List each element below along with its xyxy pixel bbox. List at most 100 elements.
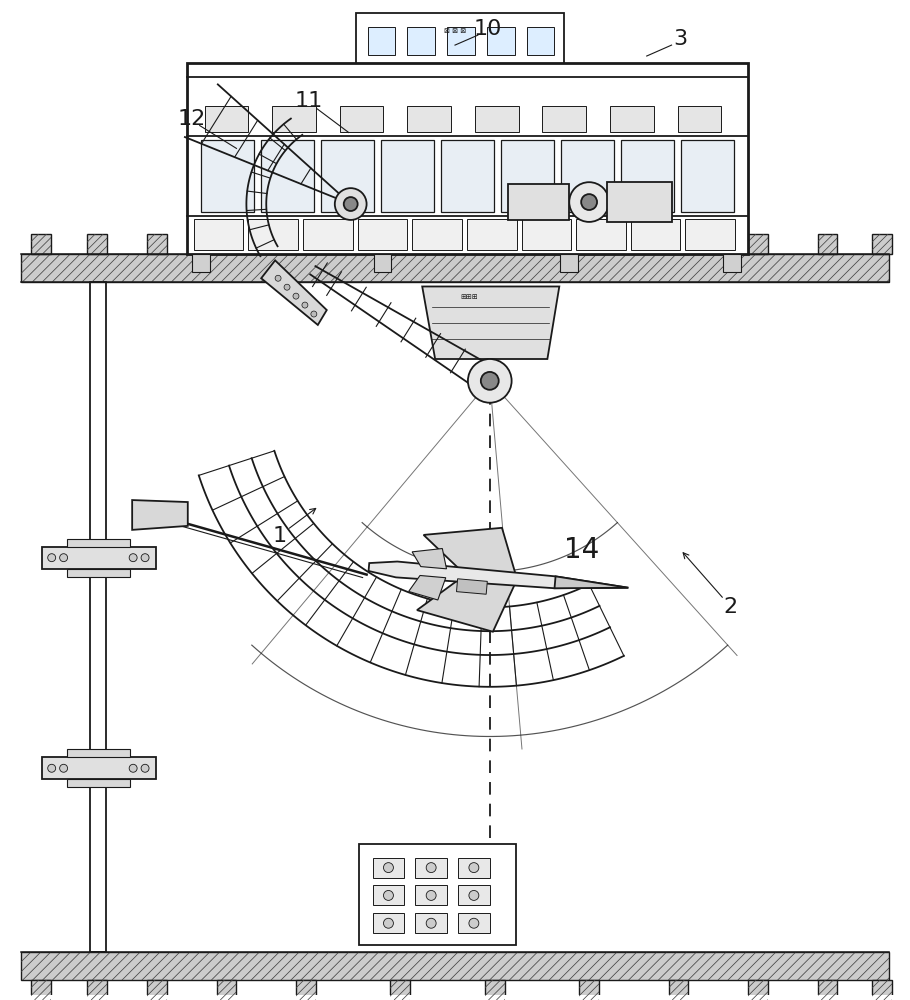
- Bar: [415, 885, 447, 905]
- Circle shape: [129, 764, 137, 772]
- Bar: [542, 106, 586, 132]
- Bar: [485, 980, 505, 1000]
- Bar: [372, 858, 404, 878]
- Bar: [303, 219, 353, 250]
- Bar: [87, 980, 107, 1000]
- Circle shape: [275, 275, 281, 281]
- Bar: [356, 13, 564, 63]
- Bar: [475, 106, 519, 132]
- Circle shape: [284, 284, 290, 290]
- Bar: [447, 27, 475, 55]
- Circle shape: [469, 918, 479, 928]
- Bar: [579, 980, 599, 1000]
- Bar: [217, 980, 237, 1000]
- Bar: [408, 106, 451, 132]
- Bar: [501, 140, 554, 212]
- Bar: [408, 27, 435, 55]
- Bar: [192, 254, 209, 272]
- Bar: [817, 980, 837, 1000]
- Polygon shape: [422, 286, 560, 359]
- Bar: [390, 980, 410, 1000]
- Circle shape: [480, 372, 499, 390]
- Bar: [579, 234, 599, 254]
- Circle shape: [469, 863, 479, 873]
- Bar: [681, 140, 734, 212]
- Polygon shape: [369, 562, 628, 588]
- Circle shape: [141, 554, 149, 562]
- Bar: [872, 980, 892, 1000]
- Bar: [748, 980, 768, 1000]
- Bar: [458, 858, 490, 878]
- Polygon shape: [409, 575, 446, 600]
- Bar: [817, 234, 837, 254]
- Bar: [415, 858, 447, 878]
- Bar: [66, 539, 130, 547]
- Bar: [390, 234, 410, 254]
- Circle shape: [581, 194, 597, 210]
- Bar: [31, 234, 51, 254]
- Bar: [508, 184, 570, 220]
- Bar: [487, 27, 514, 55]
- Bar: [521, 219, 571, 250]
- Bar: [66, 569, 130, 577]
- Bar: [872, 234, 892, 254]
- Bar: [485, 234, 505, 254]
- Text: 12: 12: [177, 109, 206, 129]
- Bar: [42, 757, 156, 779]
- Circle shape: [344, 197, 358, 211]
- Bar: [147, 980, 167, 1000]
- Bar: [631, 219, 681, 250]
- Bar: [685, 219, 735, 250]
- Circle shape: [60, 554, 67, 562]
- Polygon shape: [132, 500, 187, 530]
- Circle shape: [469, 890, 479, 900]
- Bar: [296, 234, 316, 254]
- Polygon shape: [417, 579, 515, 632]
- Bar: [205, 106, 248, 132]
- Bar: [321, 140, 374, 212]
- Bar: [339, 106, 383, 132]
- Bar: [42, 547, 156, 569]
- Bar: [723, 254, 741, 272]
- Bar: [21, 254, 889, 282]
- Bar: [372, 885, 404, 905]
- Bar: [467, 219, 517, 250]
- Text: 14: 14: [563, 536, 599, 564]
- Bar: [358, 219, 408, 250]
- Bar: [610, 106, 653, 132]
- Polygon shape: [261, 260, 327, 325]
- Bar: [669, 980, 689, 1000]
- Bar: [217, 234, 237, 254]
- Text: ⊠ ⊠ ⊠: ⊠ ⊠ ⊠: [444, 28, 466, 34]
- Circle shape: [383, 863, 393, 873]
- Bar: [296, 980, 316, 1000]
- Circle shape: [141, 764, 149, 772]
- Polygon shape: [554, 576, 628, 588]
- Polygon shape: [423, 528, 516, 575]
- Bar: [412, 219, 462, 250]
- Text: 10: 10: [473, 19, 502, 39]
- Bar: [66, 749, 130, 757]
- Bar: [368, 27, 396, 55]
- Bar: [187, 63, 748, 254]
- Bar: [607, 182, 672, 222]
- Bar: [359, 844, 516, 945]
- Bar: [261, 140, 314, 212]
- Circle shape: [60, 764, 67, 772]
- Circle shape: [426, 863, 436, 873]
- Circle shape: [468, 359, 511, 403]
- Bar: [147, 234, 167, 254]
- Bar: [372, 913, 404, 933]
- Bar: [380, 140, 434, 212]
- Circle shape: [383, 918, 393, 928]
- Text: 11: 11: [295, 91, 323, 111]
- Circle shape: [335, 188, 367, 220]
- Circle shape: [302, 302, 308, 308]
- Text: 1: 1: [272, 526, 287, 546]
- Text: 3: 3: [673, 29, 688, 49]
- Bar: [561, 254, 578, 272]
- Bar: [669, 234, 689, 254]
- Bar: [272, 106, 316, 132]
- Bar: [31, 980, 51, 1000]
- Circle shape: [426, 890, 436, 900]
